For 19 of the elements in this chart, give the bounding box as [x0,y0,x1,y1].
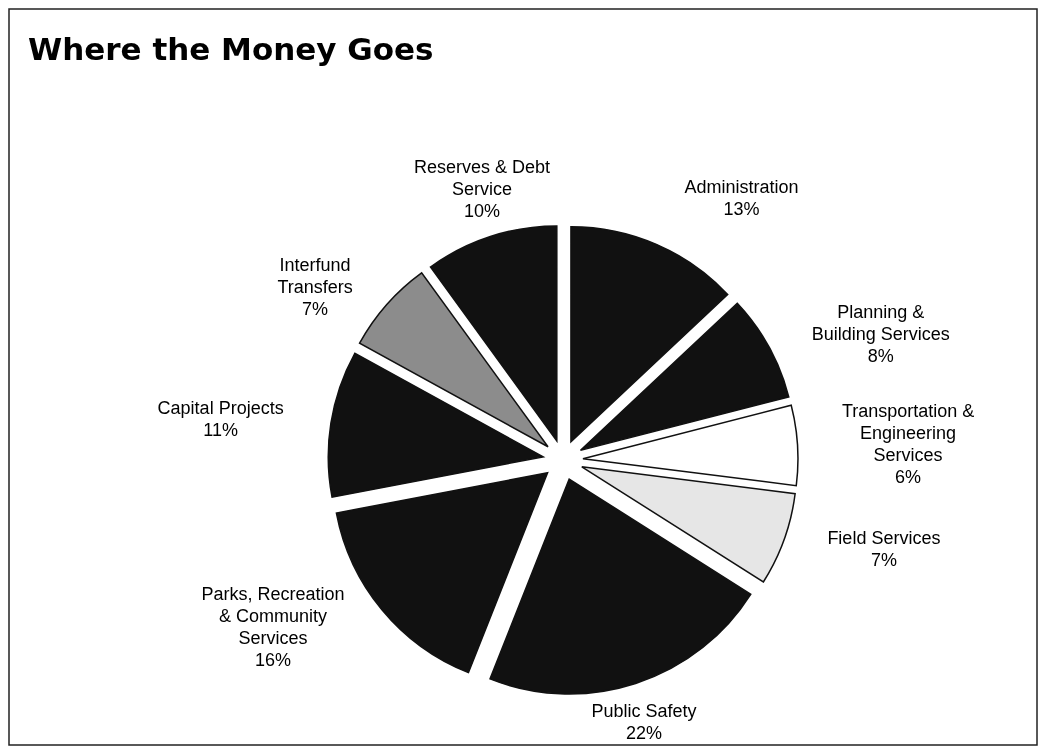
data-label: 7% [302,298,329,319]
data-label: 6% [895,466,922,487]
slice-label: Field Services [827,527,941,548]
slice-label: Transportation & Engineering Services [841,400,975,465]
slice-label: Administration [684,176,799,197]
data-label: 16% [254,650,291,671]
chart-title: Where the Money Goes [28,31,434,67]
slice-label: Parks, Recreation & Community Services [201,584,345,649]
data-label: 11% [203,420,238,441]
data-label: 10% [464,200,501,221]
slice-label: Public Safety [591,701,697,722]
slice-label: Planning & Building Services [811,301,950,344]
data-label: 7% [870,549,897,570]
slice-label: Interfund Transfers [277,254,353,297]
data-label: 13% [723,198,760,219]
slice-label: Reserves & Debt Service [414,156,551,199]
data-label: 8% [867,345,894,366]
slice-label: Capital Projects [157,398,284,419]
data-label: 22% [625,723,662,744]
